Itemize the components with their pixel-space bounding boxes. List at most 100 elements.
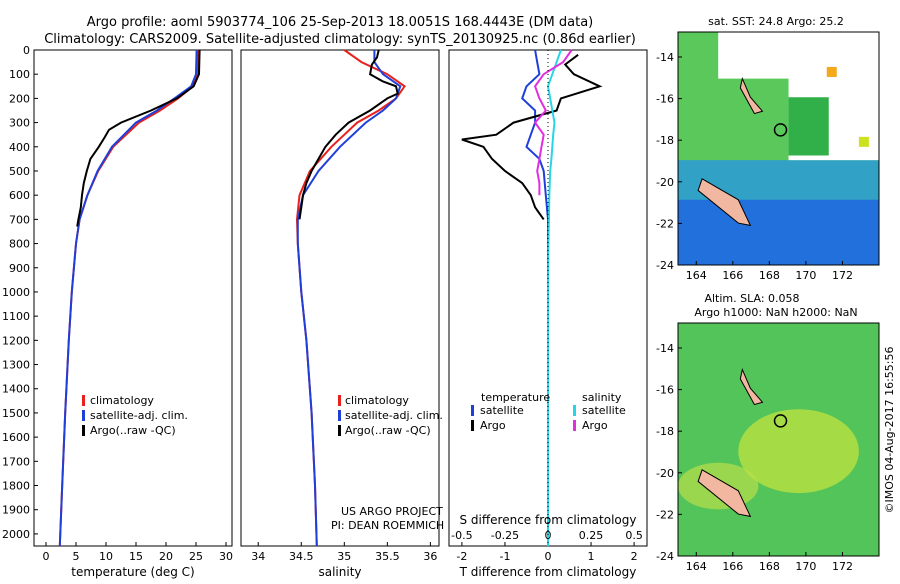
legend-swatch-t-satellite (471, 405, 474, 416)
x-tick-label: 35 (337, 550, 351, 563)
lat-tick-label: -24 (656, 550, 674, 563)
legend-swatch-satellite (338, 410, 341, 421)
legend-label-s-satellite: satellite (582, 404, 626, 417)
warm-patch (788, 97, 829, 156)
lon-tick-label: 172 (832, 560, 853, 573)
lat-tick-label: -24 (656, 259, 674, 272)
depth-tick-label: 200 (9, 92, 30, 105)
lat-tick-label: -16 (656, 384, 674, 397)
x-tick-label: -2 (456, 550, 467, 563)
lon-tick-label: 166 (722, 269, 743, 282)
cold-water-region (678, 199, 879, 265)
warm-pixel (858, 136, 869, 147)
depth-tick-label: 2000 (2, 528, 30, 541)
legend-label-argo: Argo(..raw -QC) (90, 424, 176, 437)
legend-temperature-title: temperature (481, 391, 550, 404)
depth-tick-label: 300 (9, 117, 30, 130)
cloud-gap (718, 32, 809, 79)
depth-tick-label: 1000 (2, 286, 30, 299)
argo-location-marker (773, 123, 788, 137)
lat-tick-label: -18 (656, 134, 674, 147)
x-tick-label: 30 (219, 550, 233, 563)
depth-tick-label: 1200 (2, 334, 30, 347)
legend-salinity-title: salinity (582, 391, 622, 404)
sst-map: 164 166 168 170 172 -14 -16 -18 -20 -22 -24 (656, 31, 880, 282)
lon-tick-label: 164 (686, 560, 707, 573)
x-tick-label: 1 (588, 550, 595, 563)
series-line-temperature-satellite (521, 49, 549, 546)
sla-title-1: Altim. SLA: 0.058 (704, 292, 799, 305)
warm-pixel (826, 66, 837, 77)
project-note: US ARGO PROJECT (341, 505, 443, 518)
legend-swatch-satellite (82, 410, 85, 421)
legend-swatch-t-argo (471, 420, 474, 431)
x-tick-label: 2 (631, 550, 638, 563)
lat-tick-label: -14 (656, 342, 674, 355)
depth-tick-label: 500 (9, 165, 30, 178)
legend-label-t-argo: Argo (480, 419, 506, 432)
sla-map: 164 166 168 170 172 -14 -16 -18 -20 -22 -24 (656, 322, 880, 573)
lon-tick-label: 168 (759, 560, 780, 573)
s-tick-label: 0 (545, 529, 552, 542)
sla-title-2: Argo h1000: NaN h2000: NaN (694, 306, 857, 319)
s-tick-label: -0.25 (491, 529, 519, 542)
legend-swatch-s-satellite (573, 405, 576, 416)
difference-legend: temperature salinity satellite Argo sate… (471, 391, 626, 432)
depth-tick-label: 100 (9, 68, 30, 81)
difference-plot: -2 -1 0 1 2 -0.5 -0.25 0 0.25 0.5 (451, 49, 643, 563)
lat-tick-label: -14 (656, 51, 674, 64)
legend-label-climatology: climatology (345, 394, 409, 407)
vanuatu-island (739, 367, 764, 406)
x-tick-label: 0 (545, 550, 552, 563)
legend-label-s-argo: Argo (582, 419, 608, 432)
temperature-xlabel: temperature (deg C) (71, 565, 194, 579)
lon-tick-label: 170 (795, 560, 816, 573)
title-line-1: Argo profile: aoml 5903774_106 25-Sep-20… (87, 15, 594, 30)
s-difference-label: S difference from climatology (460, 513, 637, 527)
timestamp: ©IMOS 04-Aug-2017 16:55:56 (883, 347, 896, 514)
depth-tick-label: 800 (9, 238, 30, 251)
pi-note: PI: DEAN ROEMMICH (331, 519, 444, 532)
series-line-satellite-adj-clim- (296, 50, 402, 547)
salinity-plot: 34 34.5 35 35.5 36 (251, 49, 437, 563)
lat-tick-label: -16 (656, 93, 674, 106)
depth-tick-label: 900 (9, 262, 30, 275)
legend-swatch-argo (82, 425, 85, 436)
lat-tick-label: -20 (656, 176, 674, 189)
depth-tick-label: 400 (9, 141, 30, 154)
s-tick-label: 0.5 (625, 529, 643, 542)
x-tick-label: 36 (423, 550, 437, 563)
salinity-legend: climatology satellite-adj. clim. Argo(..… (331, 394, 444, 532)
map-frame (677, 31, 880, 266)
x-tick-label: 15 (129, 550, 143, 563)
argo-location-marker (773, 414, 788, 428)
depth-tick-label: 1900 (2, 504, 30, 517)
depth-tick-label: 0 (23, 44, 30, 57)
lon-tick-label: 168 (759, 269, 780, 282)
series-line-temperature-argo (461, 54, 603, 220)
lon-tick-label: 170 (795, 269, 816, 282)
sst-map-title: sat. SST: 24.8 Argo: 25.2 (708, 15, 844, 28)
lon-tick-label: 164 (686, 269, 707, 282)
series-line-argo-raw-qc- (298, 49, 399, 220)
x-tick-label: 10 (99, 550, 113, 563)
temperature-legend: climatology satellite-adj. clim. Argo(..… (82, 394, 188, 437)
lat-tick-label: -20 (656, 467, 674, 480)
new-caledonia-island (697, 178, 752, 227)
s-tick-label: 0.25 (579, 529, 604, 542)
depth-tick-label: 1400 (2, 383, 30, 396)
x-tick-label: 0 (43, 550, 50, 563)
temperature-panel-frame (33, 49, 233, 547)
depth-tick-label: 700 (9, 213, 30, 226)
legend-swatch-climatology (82, 395, 85, 406)
salinity-panel-frame (240, 49, 440, 547)
new-caledonia-island (697, 469, 752, 518)
series-line-climatology (295, 49, 406, 547)
depth-tick-label: 1100 (2, 310, 30, 323)
x-tick-label: 5 (73, 550, 80, 563)
legend-label-argo: Argo(..raw -QC) (345, 424, 431, 437)
x-tick-label: 25 (189, 550, 203, 563)
legend-label-t-satellite: satellite (480, 404, 524, 417)
depth-tick-label: 1300 (2, 359, 30, 372)
depth-tick-label: 1800 (2, 480, 30, 493)
